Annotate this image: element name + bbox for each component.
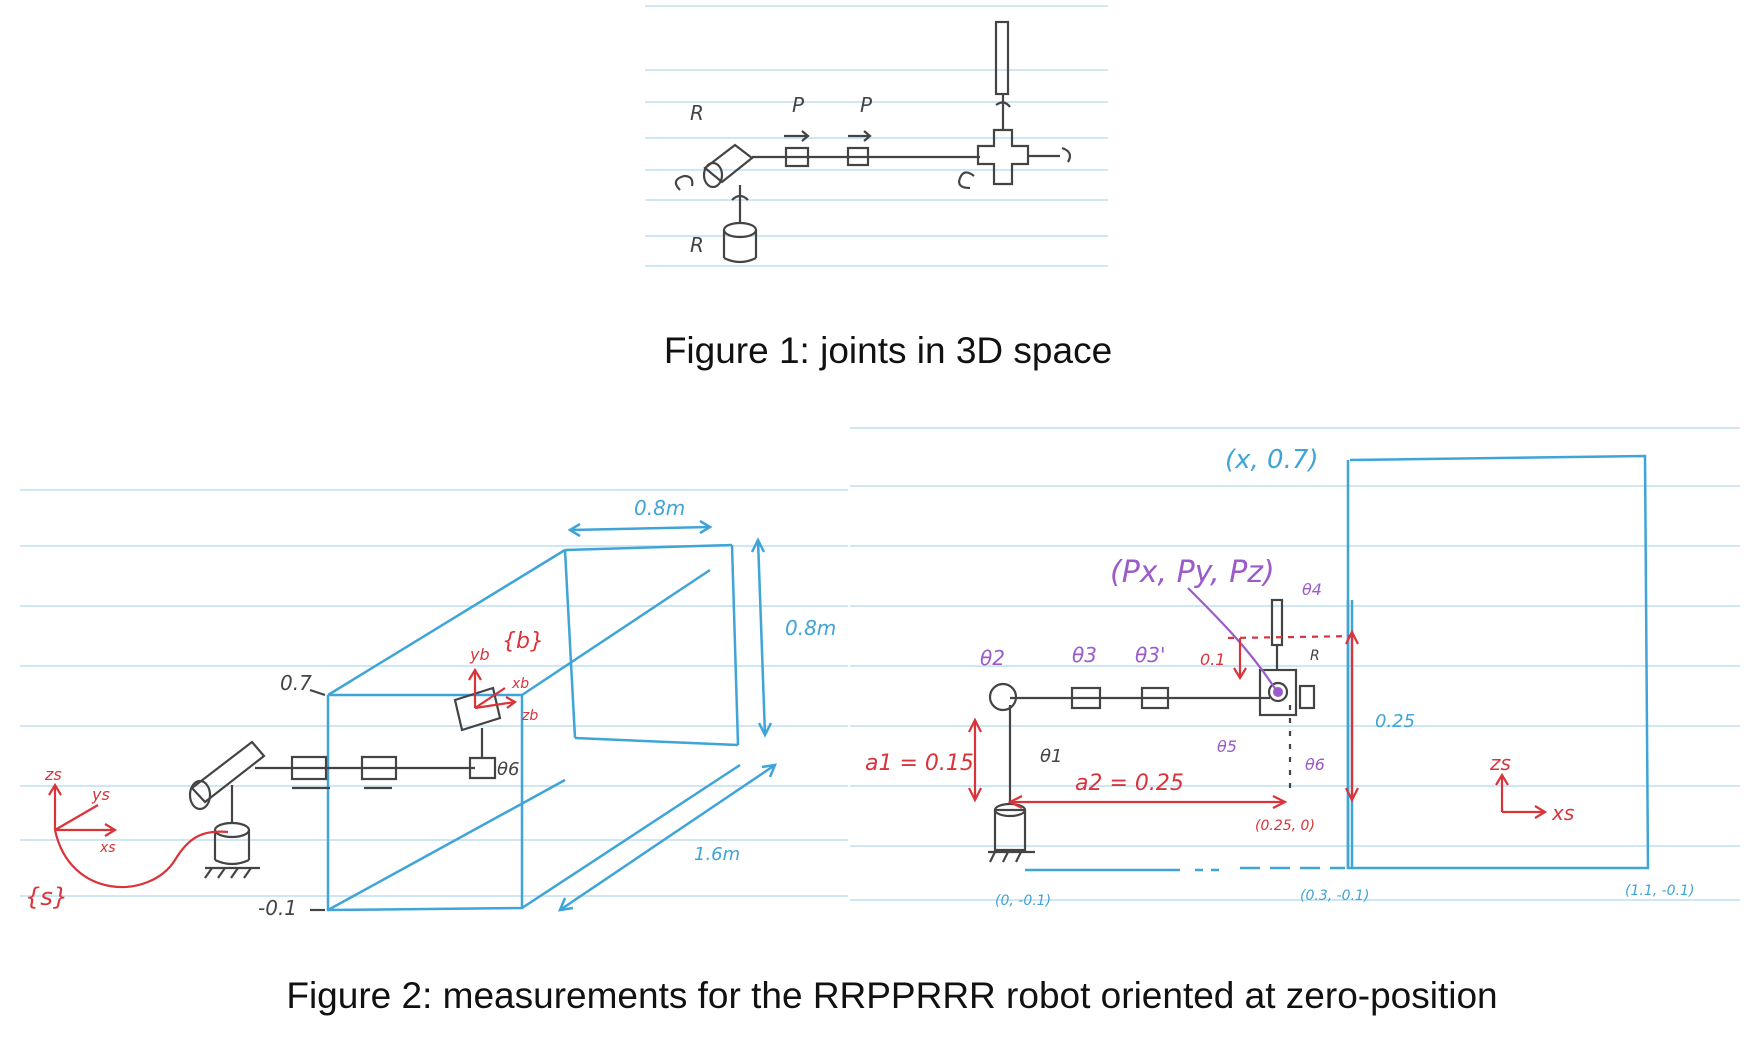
figure1-caption: Figure 1: joints in 3D space	[663, 330, 1113, 371]
figure2-left-sketch: 0.8m 0.8m 1.6m 0.7 -0.1	[20, 489, 848, 920]
figure2-caption: Figure 2: measurements for the RRPPRRR r…	[286, 975, 1498, 1016]
label-space-frame: {s}	[25, 883, 68, 911]
label-a1: a1 = 0.15	[865, 751, 974, 776]
end-effector-leader	[1187, 587, 1277, 691]
label-body-frame: {b}	[502, 629, 544, 654]
left-robot-arm	[188, 686, 502, 879]
body-frame	[468, 667, 518, 710]
fig1-label-r-base: R	[690, 233, 704, 257]
label-width-top: 0.8m	[634, 496, 685, 520]
label-theta2: θ2	[980, 646, 1005, 670]
dimension-height-arrow	[750, 537, 773, 738]
dimension-depth-arrow	[557, 763, 778, 912]
label-end-point: (Px, Py, Pz)	[1110, 555, 1275, 590]
dimension-width-arrow	[567, 519, 713, 538]
label-theta1: θ1	[1040, 746, 1062, 767]
label-theta5: θ5	[1217, 737, 1237, 756]
label-yb: yb	[469, 645, 490, 664]
label-pt-025-0: (0.25, 0)	[1255, 818, 1315, 834]
label-pt-11-m01: (1.1, -0.1)	[1625, 883, 1694, 899]
fig1-prismatic-joint-1	[784, 130, 810, 168]
label-theta3: θ3	[1072, 643, 1097, 667]
label-height-right: 0.25	[1375, 711, 1415, 732]
label-height-right: 0.8m	[785, 616, 836, 640]
label-xs-right: xs	[1551, 801, 1574, 825]
label-theta6-right: θ6	[1305, 755, 1325, 774]
label-xb: xb	[511, 676, 529, 692]
fig1-revolute-joint-1	[722, 185, 758, 264]
label-ys-left: ys	[91, 785, 110, 804]
fig1-wrist-joint	[958, 20, 1072, 190]
label-pt-03-m01: (0.3, -0.1)	[1300, 888, 1369, 904]
label-theta6: θ6	[497, 759, 519, 780]
label-zs-left: zs	[44, 765, 62, 784]
right-space-frame	[1495, 772, 1548, 819]
label-pt-0-m01: (0, -0.1)	[995, 893, 1051, 909]
label-theta4: θ4	[1302, 580, 1322, 599]
figure1-paper-lines	[645, 5, 1108, 267]
figure2-right-paper-lines	[850, 427, 1740, 901]
label-xs-left: xs	[99, 840, 116, 856]
label-top-point: (x, 0.7)	[1225, 445, 1319, 475]
figure1-sketch: R R P P	[645, 5, 1108, 267]
label-top-value: 0.7	[280, 671, 312, 695]
label-depth: 1.6m	[694, 844, 740, 865]
fig1-revolute-joint-2	[674, 143, 754, 191]
label-joint-r: R	[1310, 648, 1320, 664]
fig1-prismatic-joint-2	[846, 130, 872, 167]
label-zs-right: zs	[1489, 751, 1511, 775]
right-red-dimensions	[968, 629, 1361, 809]
label-offset: 0.1	[1200, 650, 1225, 669]
label-a2: a2 = 0.25	[1075, 771, 1184, 796]
figure2-left-paper-lines	[20, 489, 848, 897]
label-zb: zb	[521, 708, 538, 724]
figure2-right-sketch: (x, 0.7) θ2 θ3 θ3' θ4 θ5 θ6 θ1 R	[850, 427, 1740, 909]
fig1-label-r1: R	[690, 101, 704, 125]
label-theta3-prime: θ3'	[1135, 643, 1165, 667]
workspace-box	[326, 543, 741, 912]
fig1-label-p2: P	[860, 93, 873, 117]
space-frame	[48, 782, 229, 888]
label-bottom-value: -0.1	[258, 896, 297, 920]
fig1-label-p1: P	[792, 93, 805, 117]
right-robot	[988, 598, 1316, 863]
